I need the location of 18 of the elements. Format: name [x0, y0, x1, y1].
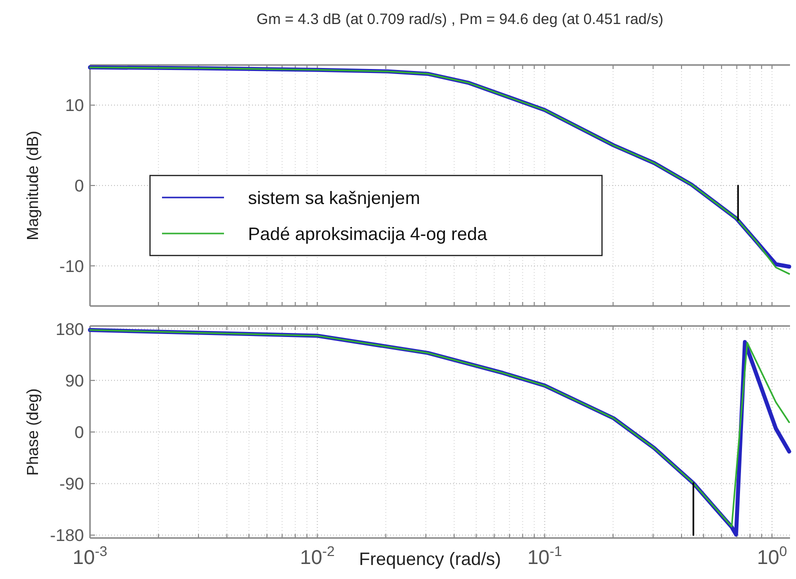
legend-label: Padé aproksimacija 4-og reda: [248, 224, 488, 244]
x-tick-label: 10$^{-3}$: [72, 543, 108, 569]
y-tick-label: -180: [50, 526, 84, 546]
y-tick-label: 0: [74, 176, 84, 196]
x-axis-title: Frequency (rad/s): [358, 549, 502, 569]
legend-label: sistem sa kašnjenjem: [248, 188, 420, 208]
y-axis-title: Magnitude (dB): [25, 130, 42, 240]
y-tick-label: 0: [74, 422, 84, 442]
y-tick-label: -10: [59, 256, 84, 276]
y-axis-title: Phase (deg): [25, 388, 42, 476]
chart-title: Gm = 4.3 dB (at 0.709 rad/s) , Pm = 94.6 deg (at 0.451 rad/s): [256, 11, 664, 28]
y-tick-label: 10: [65, 96, 84, 116]
y-tick-label: -90: [59, 474, 84, 494]
x-tick-label: 10$^{-2}$: [300, 543, 335, 569]
y-tick-label: 90: [65, 371, 84, 390]
y-tick-label: 180: [56, 320, 84, 339]
x-tick-label: 10$^{0}$: [756, 543, 788, 569]
x-tick-label: 10$^{-1}$: [527, 543, 562, 569]
